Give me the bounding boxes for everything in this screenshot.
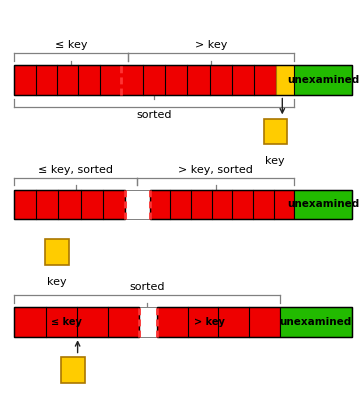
Bar — [157, 307, 280, 337]
Bar — [61, 357, 85, 383]
Bar — [14, 65, 276, 95]
Bar — [157, 307, 352, 337]
Text: > key: > key — [195, 40, 227, 50]
Bar — [45, 239, 69, 265]
Bar — [294, 190, 352, 219]
Text: sorted: sorted — [129, 282, 165, 292]
Bar — [14, 307, 139, 337]
Bar — [14, 190, 125, 219]
Text: ≤ key: ≤ key — [51, 317, 82, 327]
Text: ≤ key: ≤ key — [55, 40, 88, 50]
Bar — [276, 65, 294, 95]
Text: key: key — [47, 277, 67, 287]
Bar — [14, 190, 125, 219]
Bar — [139, 307, 157, 337]
Text: unexamined: unexamined — [280, 317, 352, 327]
Bar — [125, 190, 150, 219]
Bar — [294, 65, 352, 95]
Text: unexamined: unexamined — [287, 199, 359, 209]
Bar — [14, 65, 352, 95]
Text: key: key — [265, 156, 285, 166]
Bar — [280, 307, 352, 337]
Bar — [150, 190, 294, 219]
Text: > key: > key — [194, 317, 225, 327]
Text: ≤ key, sorted: ≤ key, sorted — [38, 165, 113, 175]
Bar — [150, 190, 352, 219]
Bar — [264, 118, 287, 144]
Text: > key, sorted: > key, sorted — [178, 165, 253, 175]
Text: unexamined: unexamined — [287, 75, 359, 85]
Text: sorted: sorted — [136, 110, 172, 120]
Bar — [14, 307, 139, 337]
